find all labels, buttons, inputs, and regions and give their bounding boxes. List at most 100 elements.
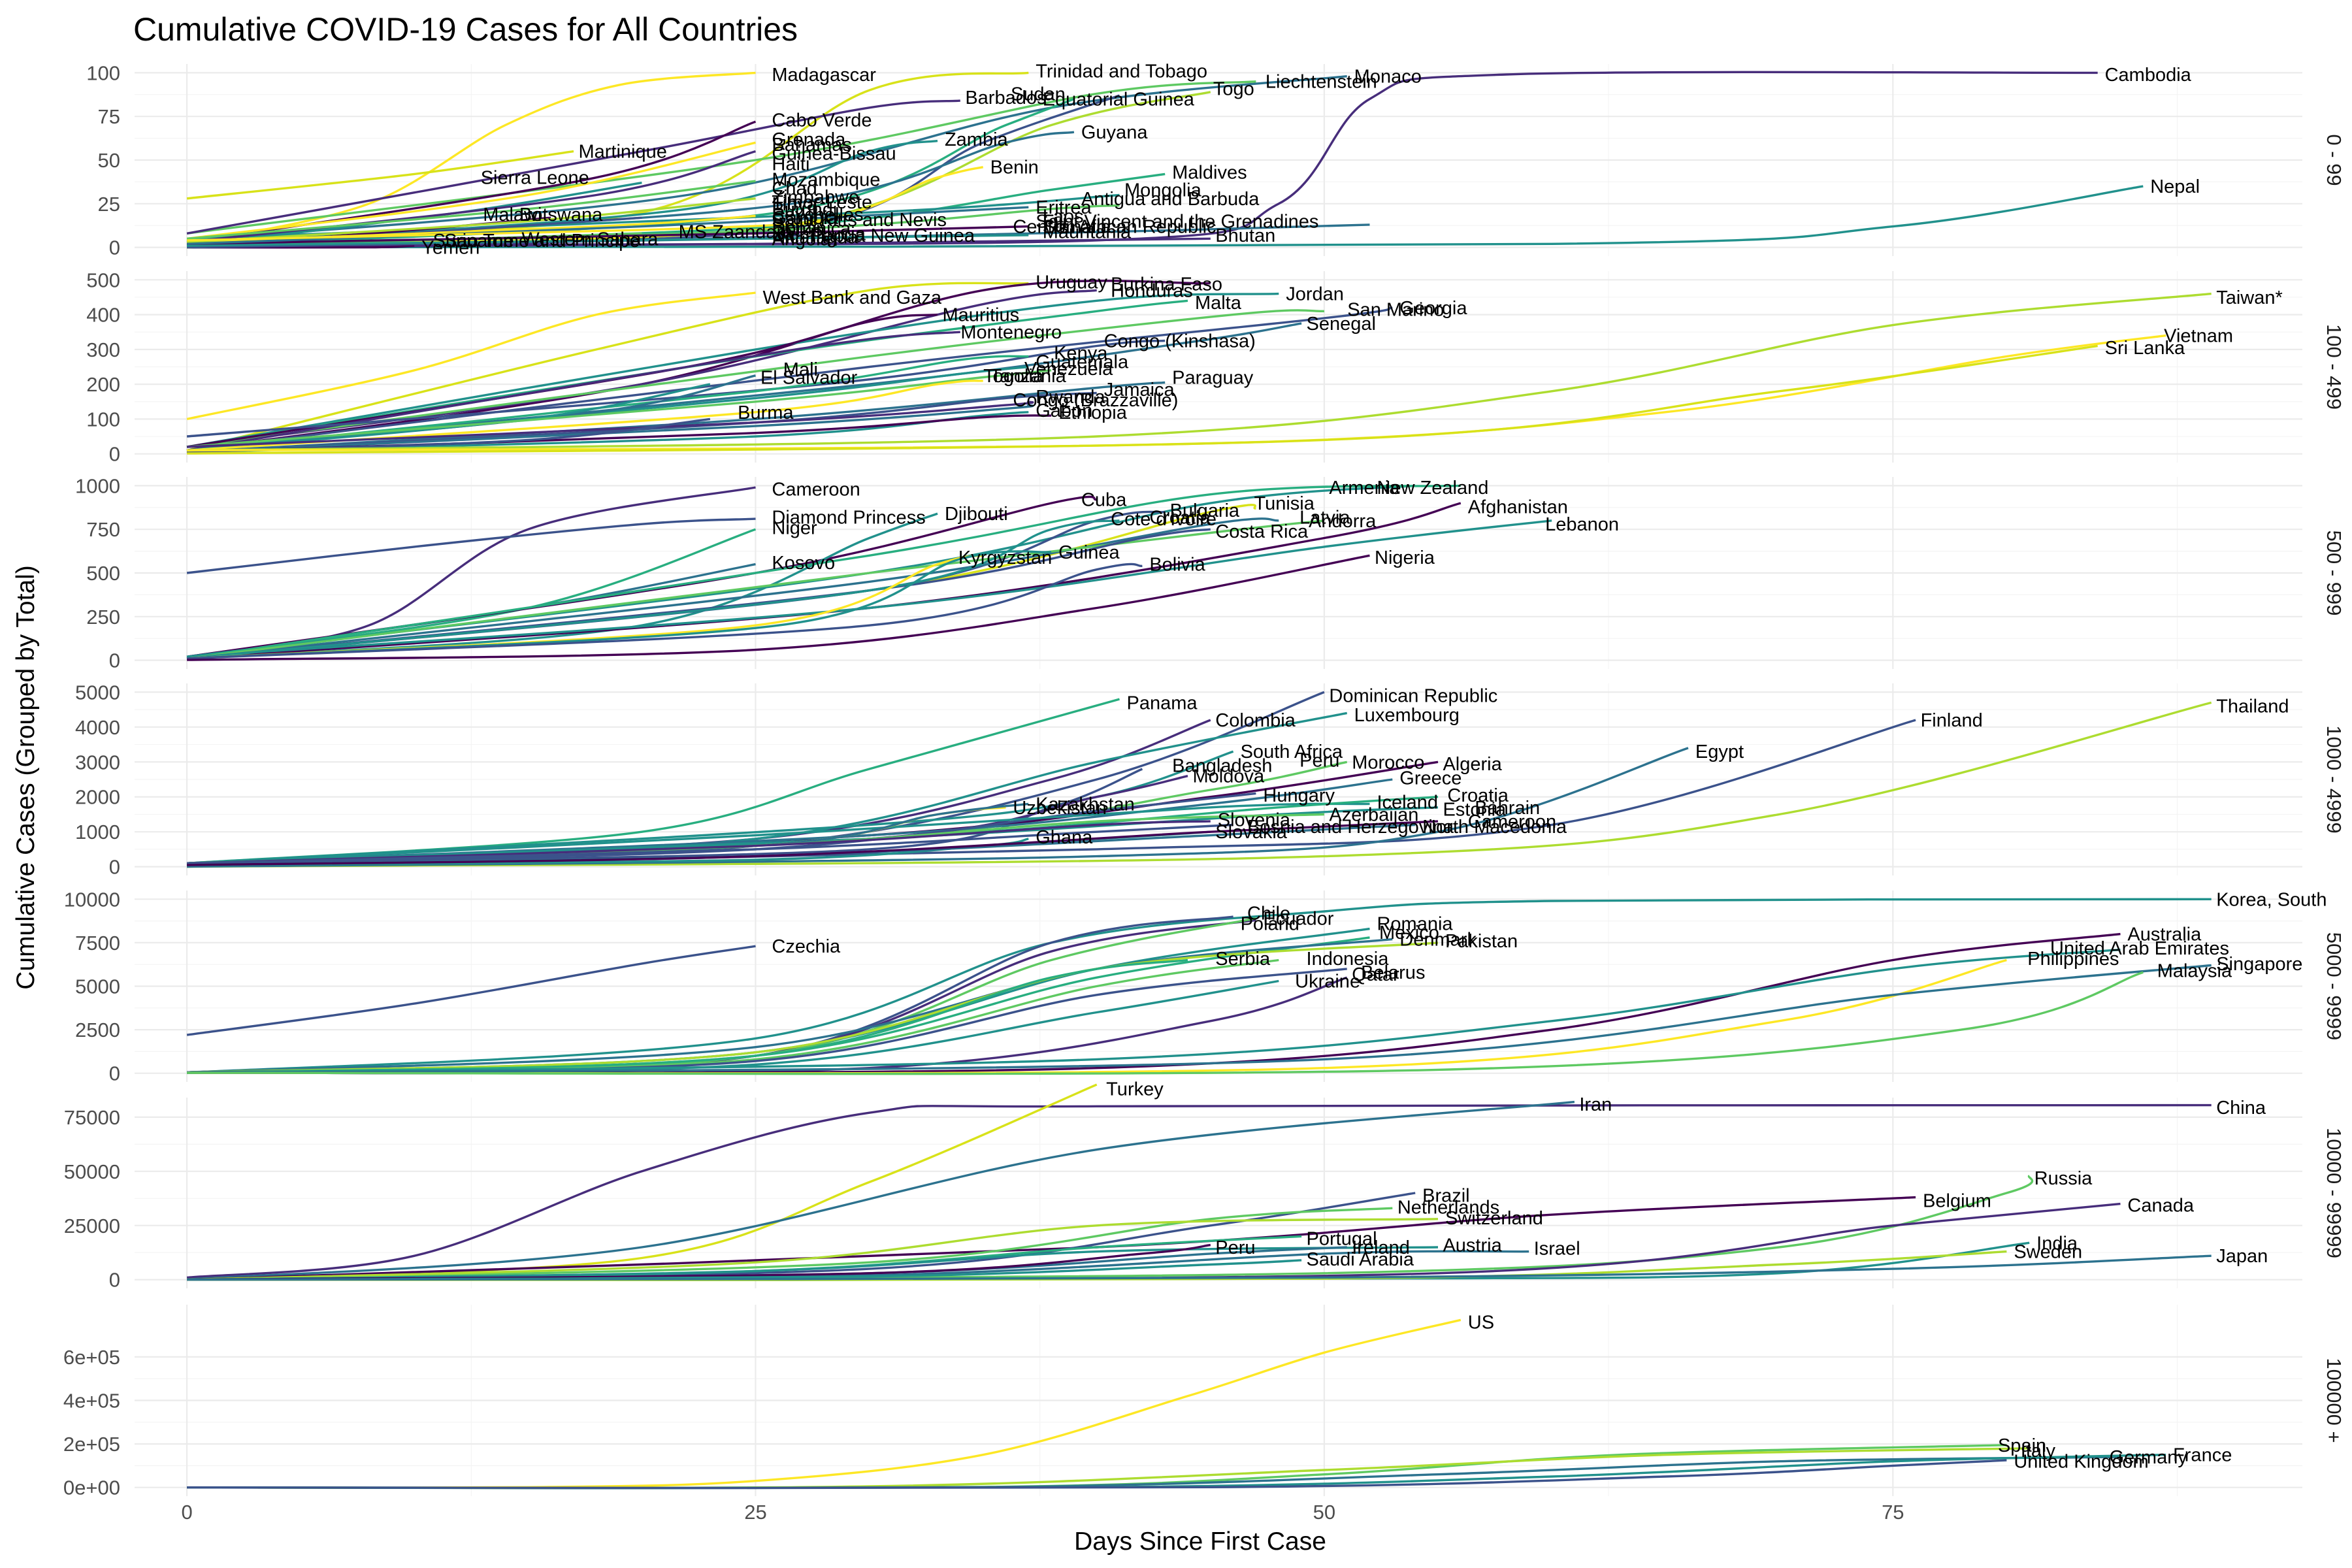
series-line — [186, 80, 1256, 235]
country-label: Central African Republic — [1013, 217, 1216, 238]
country-label: Iran — [1579, 1094, 1612, 1115]
country-label: Croatia — [1149, 507, 1211, 528]
series-line — [187, 1083, 1098, 1281]
y-tick-label: 5000 — [75, 681, 120, 704]
country-label: Diamond Princess — [772, 507, 925, 528]
country-label: Slovakia — [1215, 822, 1287, 843]
country-label: Afghanistan — [1468, 497, 1568, 517]
country-label: Germany — [2110, 1447, 2188, 1468]
y-axis-title: Cumulative Cases (Grouped by Total) — [12, 565, 40, 990]
country-label: Kazakhstan — [1036, 794, 1135, 815]
facet-panel: 0 250 500 750 1000 500 - 999 Cameroon Diamond P… — [75, 474, 2345, 672]
country-label: Madagascar — [772, 65, 876, 86]
series-line — [187, 701, 2212, 868]
country-label: Grenada — [772, 129, 846, 150]
country-label: Luxembourg — [1354, 705, 1460, 726]
country-label: Greece — [1399, 768, 1462, 789]
country-label: Pakistan — [1445, 931, 1518, 952]
country-label: Togolia — [983, 366, 1044, 387]
series-line — [187, 221, 824, 242]
country-label: Burma — [738, 402, 794, 423]
country-label: Bosnia and Herzegovina — [1247, 817, 1454, 838]
y-tick-label: 1000 — [75, 474, 120, 497]
country-label: Guyana — [1081, 122, 1148, 143]
country-label: Bangladesh — [1172, 756, 1272, 777]
y-tick-label: 500 — [86, 269, 120, 291]
y-tick-label: 1000 — [75, 821, 120, 843]
country-label: Poland — [1241, 914, 1299, 935]
country-label: Uruguay — [1036, 272, 1107, 293]
country-label: Martinique — [578, 142, 666, 163]
series-line — [186, 484, 1461, 660]
series-line — [187, 225, 1029, 245]
series-line — [187, 941, 1439, 1073]
country-label: Mauritania — [1043, 222, 1132, 243]
country-label: Montenegro — [960, 322, 1062, 343]
country-label: Laos — [1043, 206, 1084, 227]
country-label: Cabo Verde — [772, 110, 872, 131]
x-tick-label: 50 — [1313, 1501, 1335, 1524]
y-tick-label: 5000 — [75, 975, 120, 998]
country-label: Peru — [1215, 1237, 1255, 1258]
series-line — [186, 1100, 1575, 1281]
country-label: Latvia — [1299, 507, 1350, 528]
country-label: Croatia — [1447, 785, 1509, 806]
country-label: Thailand — [2216, 696, 2289, 717]
series-line — [187, 554, 1370, 661]
country-label: Cambodia — [2105, 65, 2192, 86]
x-tick-label: 75 — [1882, 1501, 1904, 1524]
facet-strip-label: 100 - 499 — [2323, 324, 2345, 410]
country-label: Cameroon — [1468, 811, 1556, 832]
y-tick-label: 4e+05 — [63, 1390, 120, 1413]
country-label: Fiji — [1043, 212, 1067, 233]
country-label: Zimbabwe — [772, 187, 859, 208]
country-label: MS Zaandam — [679, 222, 792, 243]
country-label: Ethiopia — [1058, 402, 1128, 423]
country-label: Gambia — [772, 208, 838, 229]
series-line — [186, 280, 1211, 452]
series-line — [187, 938, 1393, 1073]
country-label: Ireland — [1352, 1237, 1410, 1258]
series-line — [187, 964, 2212, 1074]
country-label: Congo (Brazzaville) — [1013, 390, 1178, 411]
country-label: Nigeria — [1375, 547, 1435, 568]
country-label: Niger — [772, 518, 817, 539]
country-label: Malawi — [483, 204, 542, 225]
country-label: Tanzania — [990, 366, 1067, 387]
country-label: Guinea — [1058, 542, 1120, 563]
y-tick-label: 400 — [86, 304, 120, 327]
country-label: Qatar — [1352, 964, 1399, 985]
country-label: Iceland — [1377, 792, 1438, 813]
country-label: United Kingdom — [2014, 1452, 2148, 1473]
country-label: Finland — [1921, 710, 1983, 731]
facet-panel: 0 100 200 300 400 500 100 - 499 West Bank and G… — [86, 269, 2345, 465]
country-label: Sweden — [2014, 1242, 2082, 1263]
country-label: Western Sahara — [521, 229, 659, 250]
series-line — [186, 150, 574, 200]
series-line — [187, 1456, 2121, 1490]
country-label: El Salvador — [760, 367, 858, 388]
series-line — [187, 404, 1034, 453]
country-label: Spain — [1998, 1435, 2046, 1456]
country-label: Tunisia — [1254, 493, 1315, 514]
country-label: Estonia — [1443, 799, 1507, 820]
series-line — [187, 1459, 2007, 1490]
country-label: Saint Lucia — [772, 223, 866, 244]
country-label: San Marino — [1347, 300, 1444, 321]
country-label: Italy — [2021, 1441, 2056, 1462]
country-label: Mauritius — [942, 305, 1019, 326]
country-label: Belize — [772, 217, 823, 238]
country-label: Costa Rica — [1215, 521, 1309, 542]
series-line — [187, 206, 1029, 245]
country-label: Panama — [1127, 693, 1198, 713]
country-label: Australia — [2127, 924, 2202, 945]
country-label: Saudi Arabia — [1307, 1249, 1414, 1270]
country-label: Malta — [1195, 293, 1242, 314]
series-line — [186, 150, 756, 244]
y-tick-label: 0 — [109, 1269, 120, 1292]
country-label: Barbados — [965, 88, 1046, 108]
y-tick-label: 75 — [98, 105, 120, 128]
series-line — [186, 898, 2212, 1074]
country-label: Chile — [1247, 904, 1290, 924]
chart-title: Cumulative COVID-19 Cases for All Countr… — [133, 11, 798, 48]
